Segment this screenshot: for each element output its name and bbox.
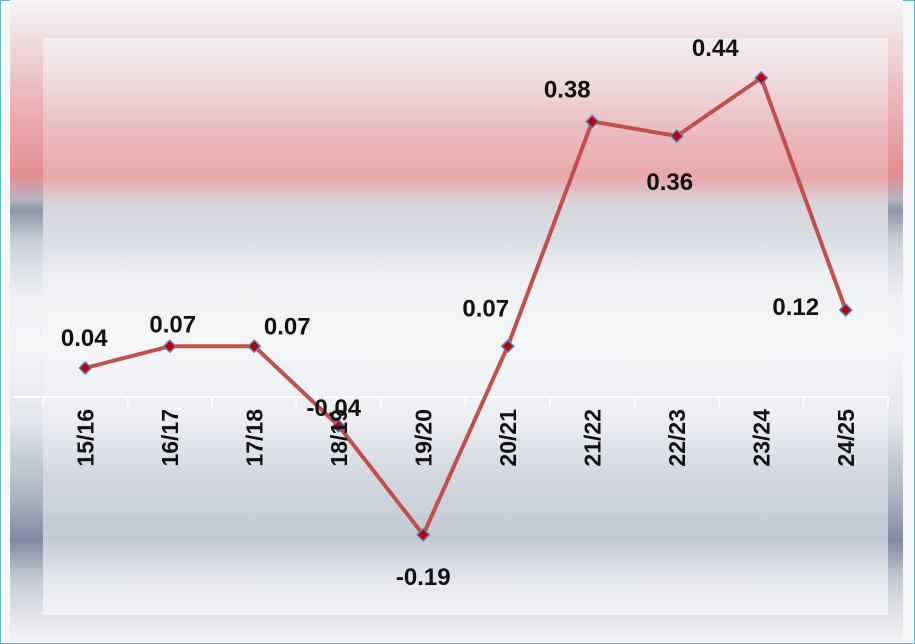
plot-area [43, 38, 888, 615]
category-label: 21/22 [579, 409, 605, 467]
data-marker [78, 360, 93, 376]
data-marker [247, 339, 262, 354]
x-axis-ticks [42, 397, 889, 407]
data-marker [331, 418, 346, 434]
data-marker [754, 70, 769, 86]
category-label: 22/23 [664, 409, 690, 467]
data-marker [585, 114, 600, 129]
data-labels: 0.04 0.07 0.07 -0.04 -0.19 0.07 0.38 0.36 0.44 0.… [61, 35, 819, 591]
data-marker [162, 339, 177, 354]
data-label: 0.36 [646, 169, 693, 196]
data-label: 0.12 [772, 294, 819, 321]
data-marker [416, 527, 431, 542]
data-marker [838, 302, 853, 318]
data-marker [500, 339, 515, 354]
data-label: 0.38 [544, 77, 591, 104]
data-markers [78, 70, 853, 542]
series-line [84, 76, 848, 537]
category-label: 17/18 [241, 409, 267, 467]
category-label: 24/25 [833, 409, 859, 467]
data-label: 0.07 [462, 295, 509, 322]
data-marker [669, 128, 684, 144]
data-label: -0.04 [306, 395, 361, 422]
category-label: 15/16 [72, 409, 98, 467]
category-label: 20/21 [495, 409, 521, 467]
data-label: 0.07 [264, 313, 311, 340]
category-label: 19/20 [410, 409, 436, 467]
category-label: 23/24 [748, 409, 774, 467]
data-label: 0.07 [149, 311, 196, 338]
category-labels: 15/16 16/17 17/18 18/19 19/20 20/21 21/22 22/23… [72, 409, 859, 467]
category-label: 18/19 [326, 409, 352, 467]
data-label: 0.04 [61, 325, 108, 352]
category-label: 16/17 [157, 409, 183, 467]
data-label: -0.19 [396, 564, 451, 591]
data-label: 0.44 [692, 35, 739, 62]
